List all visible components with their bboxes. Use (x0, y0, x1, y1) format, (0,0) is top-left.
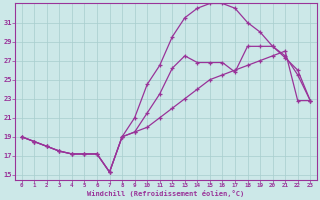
X-axis label: Windchill (Refroidissement éolien,°C): Windchill (Refroidissement éolien,°C) (87, 190, 244, 197)
